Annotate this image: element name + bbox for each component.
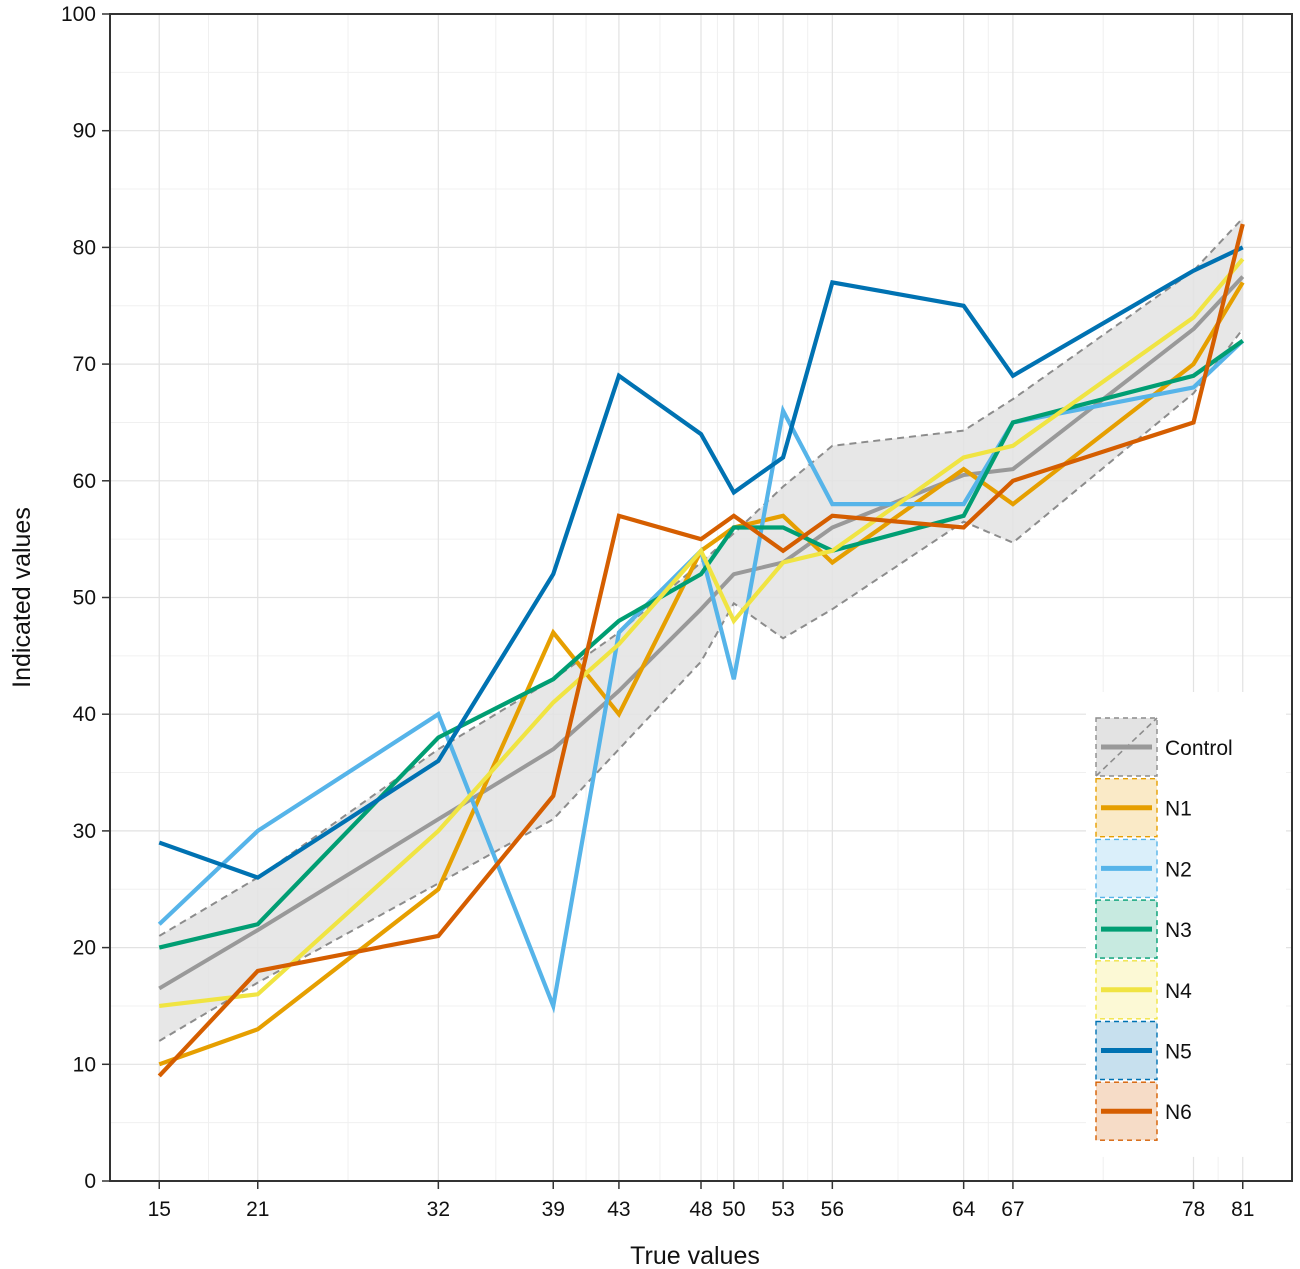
y-tick-label: 70: [73, 353, 96, 376]
legend-key-n6: [1095, 1081, 1158, 1141]
y-tick-label: 30: [73, 820, 96, 843]
legend-label: Control: [1165, 737, 1233, 760]
control-band-layer: [158, 217, 1245, 1042]
x-tick-label: 39: [542, 1198, 565, 1221]
x-tick-label: 32: [427, 1198, 450, 1221]
series-n6-line: [157, 223, 1245, 1078]
legend-key-n5: [1095, 1020, 1158, 1081]
legend-key-n2: [1095, 838, 1158, 899]
legend-label: N6: [1165, 1101, 1192, 1124]
y-tick-label: 100: [61, 3, 96, 26]
legend-label: N3: [1165, 919, 1192, 942]
x-tick-label: 56: [821, 1198, 844, 1221]
x-tick-label: 78: [1182, 1198, 1205, 1221]
x-axis: 15 21 32 39 43 48 50 53 56 64 67 78 81: [148, 1181, 1254, 1221]
legend-key-n3: [1095, 899, 1158, 959]
legend-key-control: [1095, 717, 1158, 777]
x-tick-label: 53: [771, 1198, 794, 1221]
y-tick-label: 20: [73, 937, 96, 960]
series-n3-line: [158, 339, 1244, 950]
legend-label: N2: [1165, 858, 1192, 881]
y-axis: 0 10 20 30 40 50 60 70 80 90 100: [61, 3, 110, 1193]
x-tick-label: 15: [148, 1198, 171, 1221]
x-tick-label: 21: [246, 1198, 269, 1221]
y-tick-label: 0: [84, 1170, 96, 1193]
series-n5-line: [158, 245, 1244, 880]
control-band-fill: [159, 218, 1243, 1041]
x-tick-label: 67: [1001, 1198, 1024, 1221]
legend-key-n4: [1095, 960, 1158, 1020]
legend-key-n1: [1095, 778, 1158, 838]
series-n4-line: [159, 257, 1245, 1009]
legend-label: N5: [1165, 1041, 1192, 1064]
x-tick-label: 43: [607, 1198, 630, 1221]
control-band-upper: [158, 217, 1244, 937]
series-control-line: [158, 275, 1245, 991]
legend: Control N1 N2 N3 N4 N5 N6: [1086, 692, 1286, 1157]
x-tick-label: 50: [722, 1198, 745, 1221]
y-tick-label: 10: [73, 1053, 96, 1076]
series-layer: [157, 223, 1245, 1078]
y-tick-label: 80: [73, 236, 96, 259]
y-tick-label: 60: [73, 470, 96, 493]
y-tick-label: 50: [73, 587, 96, 610]
control-band-lower: [158, 328, 1244, 1042]
legend-label: N1: [1165, 798, 1192, 821]
x-tick-label: 48: [689, 1198, 712, 1221]
x-tick-label: 64: [952, 1198, 976, 1221]
x-axis-title: True values: [630, 1242, 760, 1269]
y-tick-label: 40: [73, 703, 96, 726]
y-axis-title: Indicated values: [8, 507, 36, 688]
x-tick-label: 81: [1231, 1198, 1254, 1221]
legend-label: N4: [1165, 980, 1192, 1003]
y-tick-label: 90: [73, 120, 96, 143]
